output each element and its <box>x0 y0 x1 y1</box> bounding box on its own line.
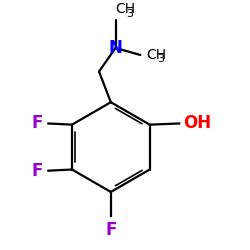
Text: CH: CH <box>116 2 136 16</box>
Text: CH: CH <box>146 48 166 62</box>
Text: OH: OH <box>183 114 211 132</box>
Text: 3: 3 <box>157 54 164 64</box>
Text: F: F <box>105 222 117 240</box>
Text: 3: 3 <box>126 9 134 19</box>
Text: F: F <box>31 162 42 180</box>
Text: N: N <box>108 39 122 57</box>
Text: F: F <box>31 114 42 132</box>
